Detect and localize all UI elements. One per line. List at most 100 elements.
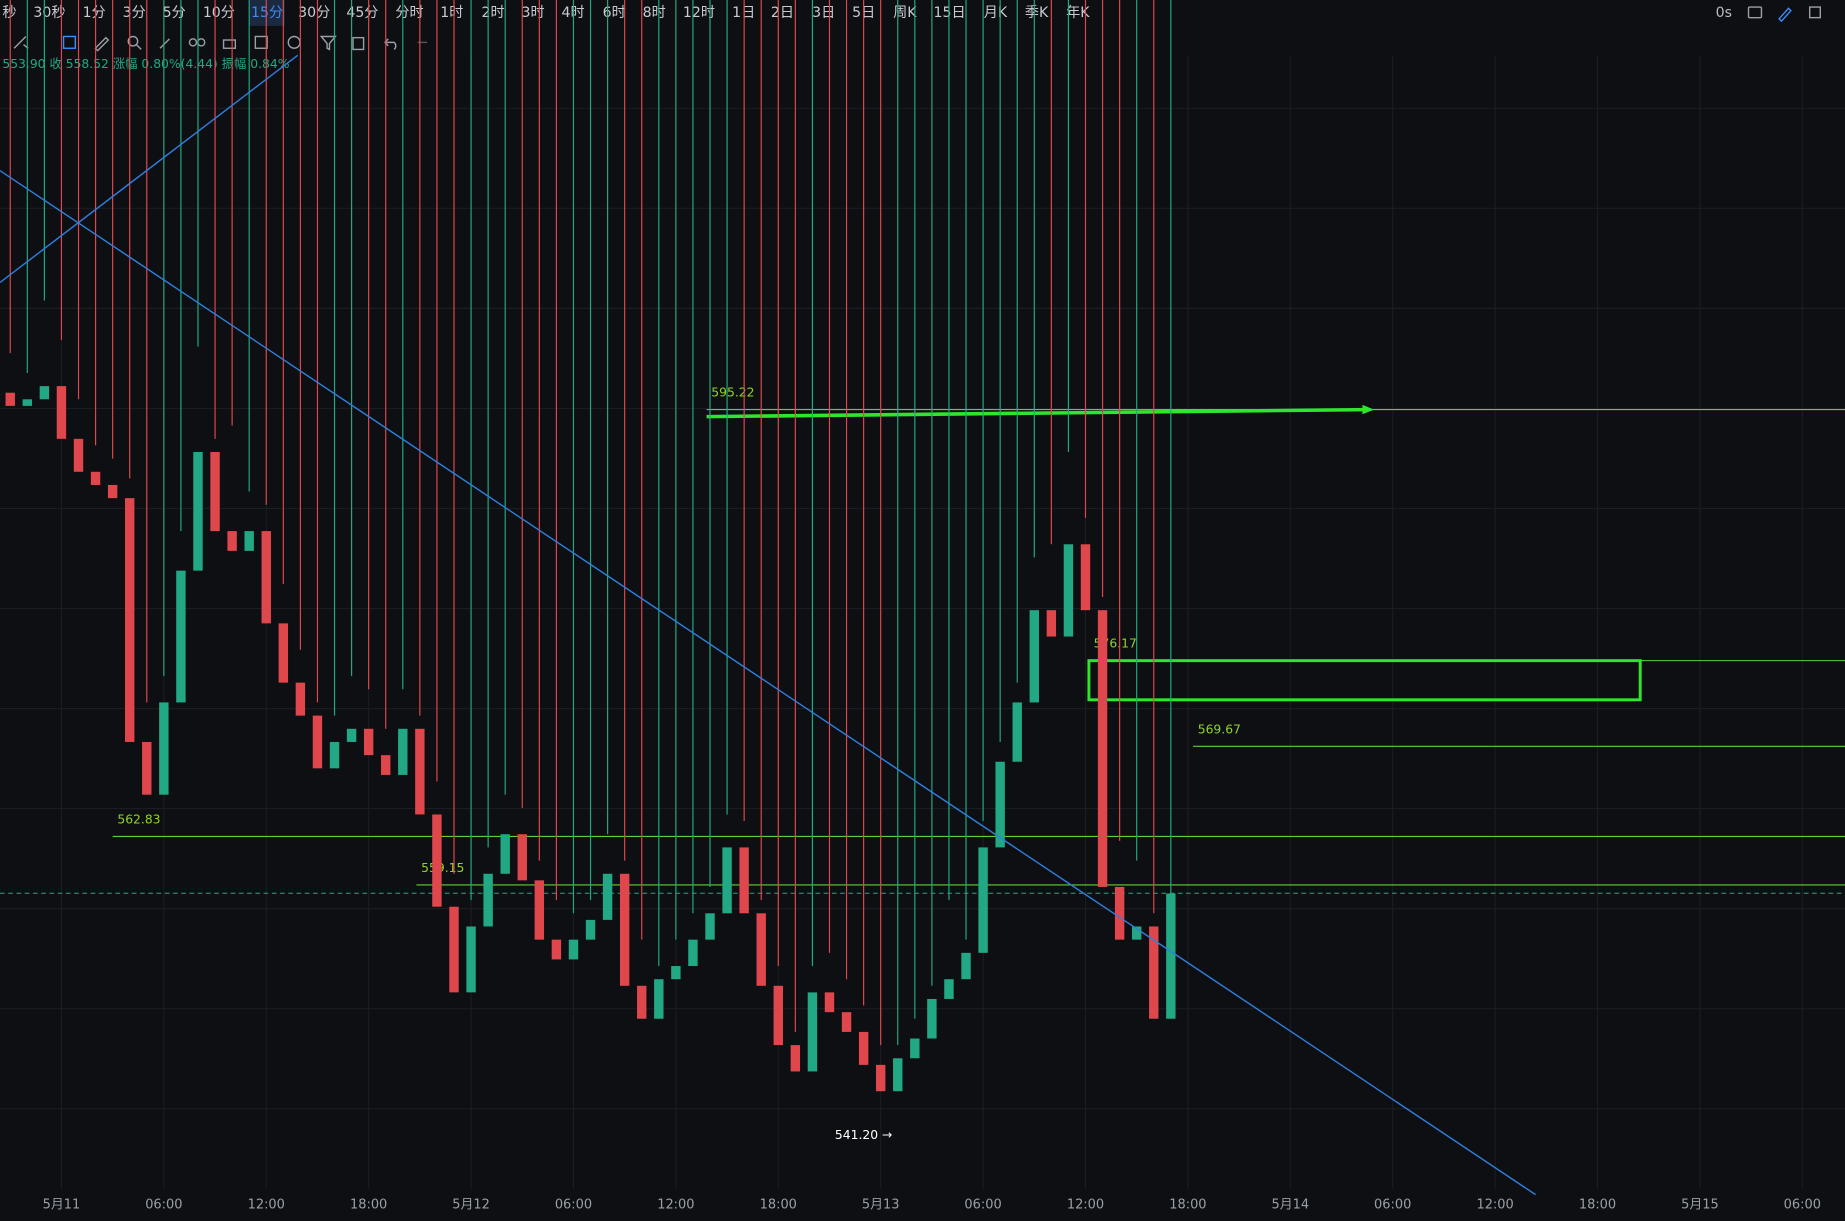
candle-body xyxy=(415,728,425,815)
candle-body xyxy=(807,992,818,1072)
candle-body xyxy=(722,847,732,914)
candle-body xyxy=(688,939,698,967)
candle-body xyxy=(1114,886,1125,940)
price-info: 553.90 收 558.52 涨幅 0.80%(4.44) 振幅 0.84% xyxy=(2,56,289,71)
candle-body xyxy=(927,998,937,1039)
candle-body xyxy=(1029,610,1039,703)
x-tick-label: 12:00 xyxy=(248,1198,285,1213)
candle-body xyxy=(961,952,971,980)
period-tab[interactable]: 30秒 xyxy=(33,5,65,21)
x-tick-label: 06:00 xyxy=(1374,1198,1411,1213)
candle-body xyxy=(346,728,357,742)
candle-body xyxy=(1063,544,1074,637)
x-tick-label: 5月15 xyxy=(1681,1198,1719,1213)
candle-body xyxy=(654,979,664,1019)
x-tick-label: 06:00 xyxy=(145,1198,182,1213)
x-tick-label: 06:00 xyxy=(964,1198,1001,1213)
candle-body xyxy=(893,1058,903,1092)
candle-body xyxy=(619,873,630,986)
low-label: 541.20 → xyxy=(835,1128,892,1142)
level-label: 569.67 xyxy=(1198,722,1241,736)
candle-body xyxy=(363,728,374,756)
candle-body xyxy=(1046,610,1057,637)
candle-body xyxy=(295,682,306,716)
period-tab[interactable]: 1分 xyxy=(83,5,106,21)
period-tab[interactable]: 5分 xyxy=(163,5,186,21)
period-tab[interactable]: 1时 xyxy=(440,5,463,21)
x-tick-label: 18:00 xyxy=(1579,1198,1616,1213)
candle-body xyxy=(773,985,783,1046)
arrow-head xyxy=(1362,404,1375,415)
candle-body xyxy=(159,702,169,795)
level-label: 562.83 xyxy=(117,812,160,826)
trend-line xyxy=(0,54,299,284)
period-tab[interactable]: 6时 xyxy=(603,5,626,21)
candle-body xyxy=(1080,544,1091,611)
period-tab[interactable]: 周K xyxy=(893,5,917,21)
candle-body xyxy=(244,531,254,551)
x-tick-label: 06:00 xyxy=(555,1198,592,1213)
tool-icons[interactable] xyxy=(13,6,1821,52)
candle-body xyxy=(56,386,67,439)
candle-body xyxy=(398,728,408,775)
candle-body xyxy=(1012,702,1022,762)
period-tab[interactable]: 3分 xyxy=(123,5,146,21)
active-period-bg xyxy=(249,0,285,26)
candle-body xyxy=(858,1031,869,1065)
candle-body xyxy=(637,985,647,1019)
period-tab[interactable]: 秒 xyxy=(2,5,16,21)
candle-body xyxy=(227,531,237,551)
candle-body xyxy=(483,873,493,927)
period-tab[interactable]: 30分 xyxy=(298,5,330,21)
x-tick-label: 12:00 xyxy=(1476,1198,1513,1213)
candle-body xyxy=(739,847,749,914)
candle-body xyxy=(790,1045,801,1072)
period-tab[interactable]: 45分 xyxy=(346,5,378,21)
candle-body xyxy=(5,392,15,406)
candle-body xyxy=(381,755,391,775)
period-tab[interactable]: 15分 xyxy=(251,5,283,21)
x-tick-label: 12:00 xyxy=(657,1198,694,1213)
candle-body xyxy=(22,399,33,406)
period-tab[interactable]: 15日 xyxy=(934,5,966,21)
x-tick-label: 12:00 xyxy=(1067,1198,1104,1213)
candle-body xyxy=(568,939,579,960)
candle-body xyxy=(261,531,271,624)
candle-body xyxy=(534,880,545,940)
period-tab[interactable]: 月K xyxy=(984,5,1008,21)
candle-body xyxy=(500,834,510,874)
candle-body xyxy=(1166,893,1176,1019)
period-tab[interactable]: 季K xyxy=(1025,5,1049,21)
candle-body xyxy=(602,873,613,920)
candle-body xyxy=(1149,926,1159,1019)
candle-body xyxy=(517,834,527,881)
candle-body xyxy=(39,386,50,400)
period-tab[interactable]: 年K xyxy=(1066,5,1090,21)
candle-body xyxy=(995,761,1005,848)
period-tab[interactable]: 3时 xyxy=(521,5,544,21)
period-tab[interactable]: 8时 xyxy=(643,5,666,21)
candle-body xyxy=(73,438,84,472)
candle-body xyxy=(671,966,681,980)
candle-body xyxy=(176,570,186,703)
period-tab[interactable]: 10分 xyxy=(203,5,235,21)
x-tick-label: 06:00 xyxy=(1784,1198,1821,1213)
period-tab[interactable]: 2日 xyxy=(771,5,794,21)
period-tab[interactable]: 12时 xyxy=(683,5,715,21)
candle-body xyxy=(193,452,203,571)
candle-body xyxy=(466,926,476,993)
candle-body xyxy=(432,814,442,907)
candle-body xyxy=(756,913,766,986)
level-label: 559.15 xyxy=(421,861,464,875)
period-tab[interactable]: 2时 xyxy=(481,5,504,21)
candle-body xyxy=(585,919,596,940)
candle-body xyxy=(329,741,340,769)
countdown: 0s xyxy=(1716,5,1732,21)
candle-body xyxy=(125,498,135,742)
period-tab[interactable]: 3日 xyxy=(812,5,835,21)
candle-body xyxy=(705,913,715,940)
candle-body xyxy=(841,1012,852,1032)
period-bar: 秒30秒1分3分5分10分15分30分45分分时1时2时3时4时6时8时12时1… xyxy=(2,0,1090,26)
